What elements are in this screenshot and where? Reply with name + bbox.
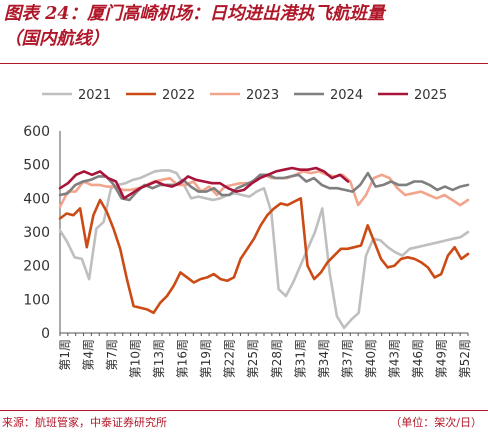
- legend-label-2021: 2021: [78, 88, 111, 103]
- x-tick-label: 第22周: [223, 339, 237, 378]
- series-line-2022: [58, 197, 470, 315]
- y-tick-label: 100: [23, 292, 50, 308]
- x-tick-label: 第34周: [317, 339, 331, 378]
- x-tick-label: 第49周: [435, 339, 449, 378]
- x-tick-label: 第16周: [176, 339, 190, 378]
- x-tick-label: 第46周: [411, 339, 425, 378]
- chart-title-line2: （国内航线）: [4, 29, 109, 49]
- x-tick-label: 第7周: [105, 339, 119, 371]
- chart-title: 图表 24：厦门高崎机场：日均进出港执飞航班量 （国内航线）: [4, 2, 488, 52]
- title-divider: [0, 63, 488, 64]
- series-line-2021: [58, 169, 470, 330]
- y-tick-label: 500: [23, 158, 50, 174]
- x-tick-label: 第31周: [293, 339, 307, 378]
- x-tick-label: 第1周: [58, 339, 72, 371]
- x-tick-label: 第37周: [340, 339, 354, 378]
- legend-label-2022: 2022: [162, 88, 195, 103]
- legend-label-2025: 2025: [414, 88, 447, 103]
- y-tick-label: 200: [23, 259, 50, 275]
- x-tick-label: 第10周: [129, 339, 143, 378]
- unit-note: （单位：架次/日）: [390, 416, 482, 429]
- x-tick-label: 第13周: [152, 339, 166, 378]
- x-tick-label: 第19周: [199, 339, 213, 378]
- y-tick-label: 400: [23, 191, 50, 207]
- series-line-2025: [58, 166, 350, 200]
- x-tick-label: 第40周: [364, 339, 378, 378]
- x-tick-label: 第28周: [270, 339, 284, 378]
- chart-title-line1: 图表 24：厦门高崎机场：日均进出港执飞航班量: [4, 4, 385, 24]
- y-tick-label: 300: [23, 225, 50, 241]
- x-tick-label: 第52周: [458, 339, 472, 378]
- footer-divider: [0, 410, 488, 411]
- x-tick-label: 第25周: [246, 339, 260, 378]
- x-tick-label: 第4周: [81, 339, 95, 371]
- series-line-2024: [58, 171, 470, 202]
- legend-label-2023: 2023: [246, 88, 279, 103]
- legend-label-2024: 2024: [330, 88, 363, 103]
- y-tick-label: 0: [41, 326, 50, 342]
- y-tick-label: 600: [23, 124, 50, 140]
- source-note: 来源：航班管家，中泰证券研究所: [2, 416, 167, 429]
- x-tick-label: 第43周: [387, 339, 401, 378]
